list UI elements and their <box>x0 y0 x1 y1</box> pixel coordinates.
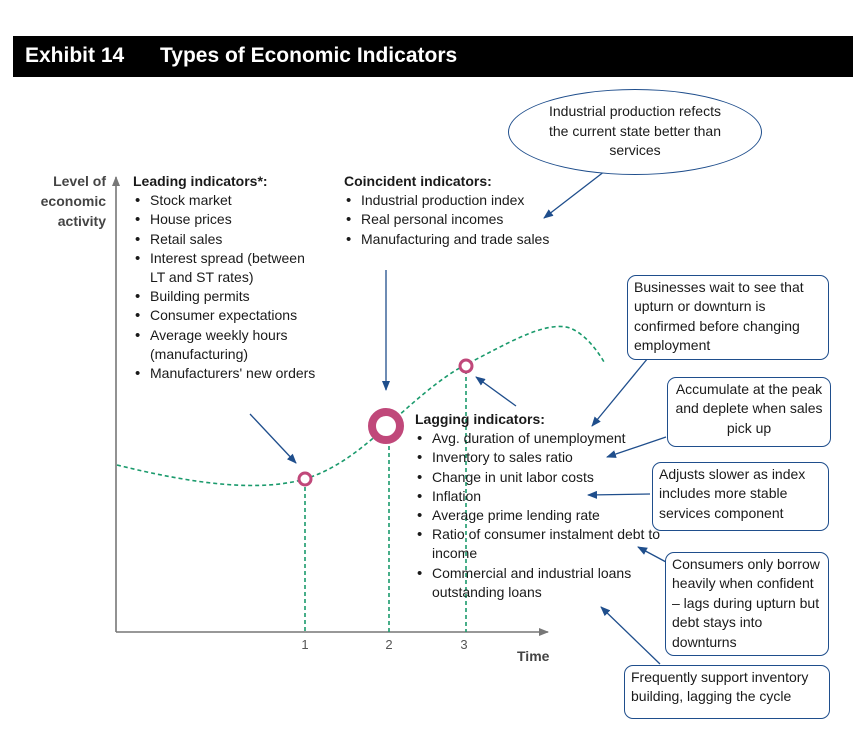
lagging-marker <box>458 358 474 374</box>
lagging-indicators: Lagging indicators: Avg. duration of une… <box>415 410 661 602</box>
list-item: Real personal incomes <box>344 210 604 229</box>
coincident-indicators: Coincident indicators: Industrial produc… <box>344 172 604 249</box>
accumulate-callout: Accumulate at the peak and deplete when … <box>667 377 831 447</box>
coincident-title: Coincident indicators: <box>344 173 492 189</box>
coincident-marker <box>368 408 404 444</box>
list-item: Inventory to sales ratio <box>415 448 661 467</box>
leading-marker <box>297 471 313 487</box>
industrial-production-bubble: Industrial production refects the curren… <box>508 89 762 175</box>
list-item: Manufacturers' new orders <box>133 364 323 383</box>
x-tick-1: 1 <box>301 637 309 652</box>
list-item: Manufacturing and trade sales <box>344 230 604 249</box>
list-item: Industrial production index <box>344 191 604 210</box>
leading-indicators: Leading indicators*: Stock market House … <box>133 172 323 383</box>
x-tick-3: 3 <box>460 637 468 652</box>
list-item: Retail sales <box>133 230 323 249</box>
list-item: Ratio of consumer instalment debt to inc… <box>415 525 661 563</box>
consumers-callout: Consumers only borrow heavily when confi… <box>665 552 829 656</box>
frequently-callout: Frequently support inventory building, l… <box>624 665 830 719</box>
list-item: Building permits <box>133 287 323 306</box>
exhibit-number: Exhibit 14 <box>25 44 125 67</box>
exhibit-header: Exhibit 14 Types of Economic Indicators <box>13 36 853 77</box>
x-axis-label: Time <box>517 648 550 664</box>
business-cycle-curve <box>116 325 605 487</box>
list-item: Average weekly hours (manufacturing) <box>133 326 323 364</box>
list-item: Interest spread (between LT and ST rates… <box>133 249 323 287</box>
list-item: Consumer expectations <box>133 306 323 325</box>
lagging-arrow <box>475 376 517 407</box>
lagging-title: Lagging indicators: <box>415 411 545 427</box>
list-item: Stock market <box>133 191 323 210</box>
x-tick-2: 2 <box>385 637 393 652</box>
list-item: Change in unit labor costs <box>415 468 661 487</box>
businesses-wait-arrow <box>591 357 649 427</box>
businesses-wait-callout: Businesses wait to see that upturn or do… <box>627 275 829 360</box>
list-item: Commercial and industrial loans outstand… <box>415 564 661 602</box>
list-item: Avg. duration of unemployment <box>415 429 661 448</box>
leading-title: Leading indicators*: <box>133 173 268 189</box>
leading-arrow <box>249 413 297 464</box>
frequently-arrow <box>600 606 661 665</box>
list-item: Average prime lending rate <box>415 506 661 525</box>
exhibit-title: Types of Economic Indicators <box>160 44 458 67</box>
adjusts-slower-callout: Adjusts slower as index includes more st… <box>652 462 829 531</box>
y-axis-label: Level of economic activity <box>40 173 106 229</box>
list-item: House prices <box>133 210 323 229</box>
list-item: Inflation <box>415 487 661 506</box>
